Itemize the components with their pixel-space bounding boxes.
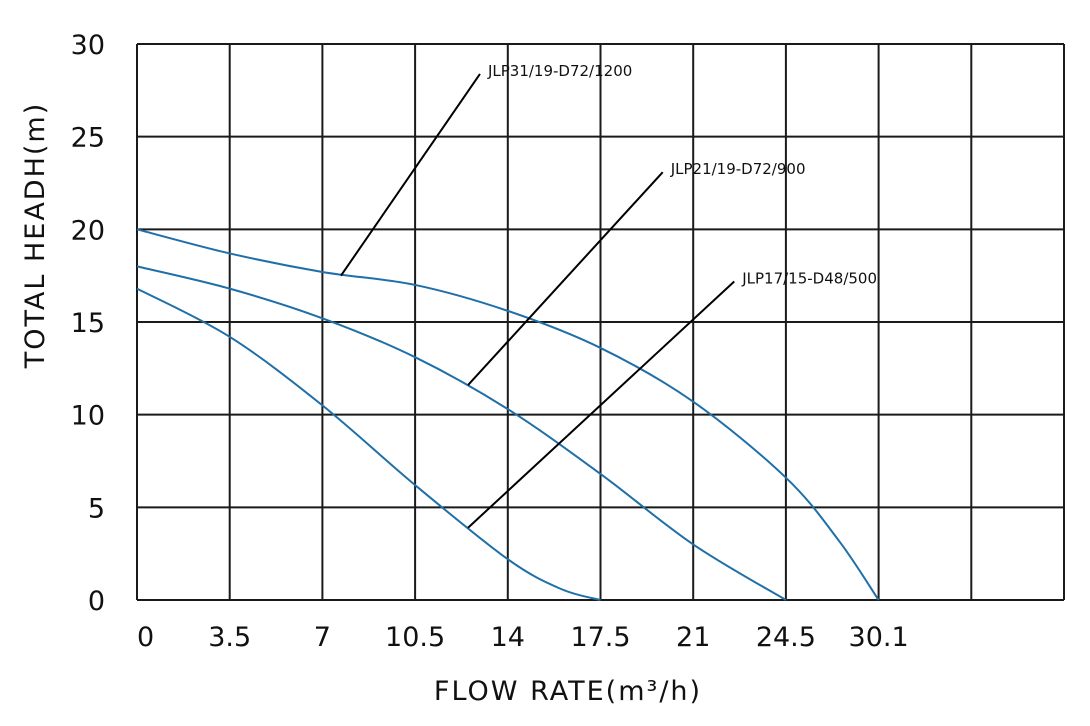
annotation-leader-1: [340, 73, 481, 277]
y-tick-label: 25: [71, 123, 105, 154]
grid: [136, 43, 1065, 601]
y-tick-label: 10: [71, 401, 105, 432]
x-tick-label: 24.5: [756, 622, 816, 653]
x-axis-title: FLOW RATE(m³/h): [434, 676, 702, 707]
x-tick-label: 30.1: [849, 622, 909, 653]
series-label-1: JLP31/19-D72/1200: [487, 62, 632, 80]
series-label-3: JLP17/15-D48/500: [741, 270, 877, 288]
series-line-2: [136, 265, 787, 601]
annotation-leader-2: [467, 171, 664, 386]
x-tick-label: 14: [491, 622, 525, 653]
y-tick-label: 20: [71, 215, 105, 246]
series-label-2: JLP21/19-D72/900: [670, 160, 806, 178]
y-axis-title: TOTAL HEADH(m): [20, 102, 51, 370]
x-tick-label: 21: [676, 622, 710, 653]
x-tick-label: 3.5: [208, 622, 251, 653]
y-tick-label: 0: [88, 586, 105, 617]
labels: 0 5 10 15 20 25 30 0 3.5 7 10.5 14 17.5 21 24.5 30.1 JLP…: [71, 30, 909, 653]
annotation-leader-3: [467, 280, 735, 529]
x-tick-label: 17.5: [570, 622, 630, 653]
y-tick-label: 5: [88, 493, 105, 524]
y-tick-label: 15: [71, 308, 105, 339]
x-tick-label: 0: [137, 622, 154, 653]
x-tick-label: 7: [314, 622, 331, 653]
x-tick-label: 10.5: [385, 622, 445, 653]
annotation-leaders: [340, 73, 735, 529]
curves: [136, 228, 880, 601]
series-line-1: [136, 228, 880, 601]
y-tick-label: 30: [71, 30, 105, 61]
series-line-3: [136, 287, 601, 601]
